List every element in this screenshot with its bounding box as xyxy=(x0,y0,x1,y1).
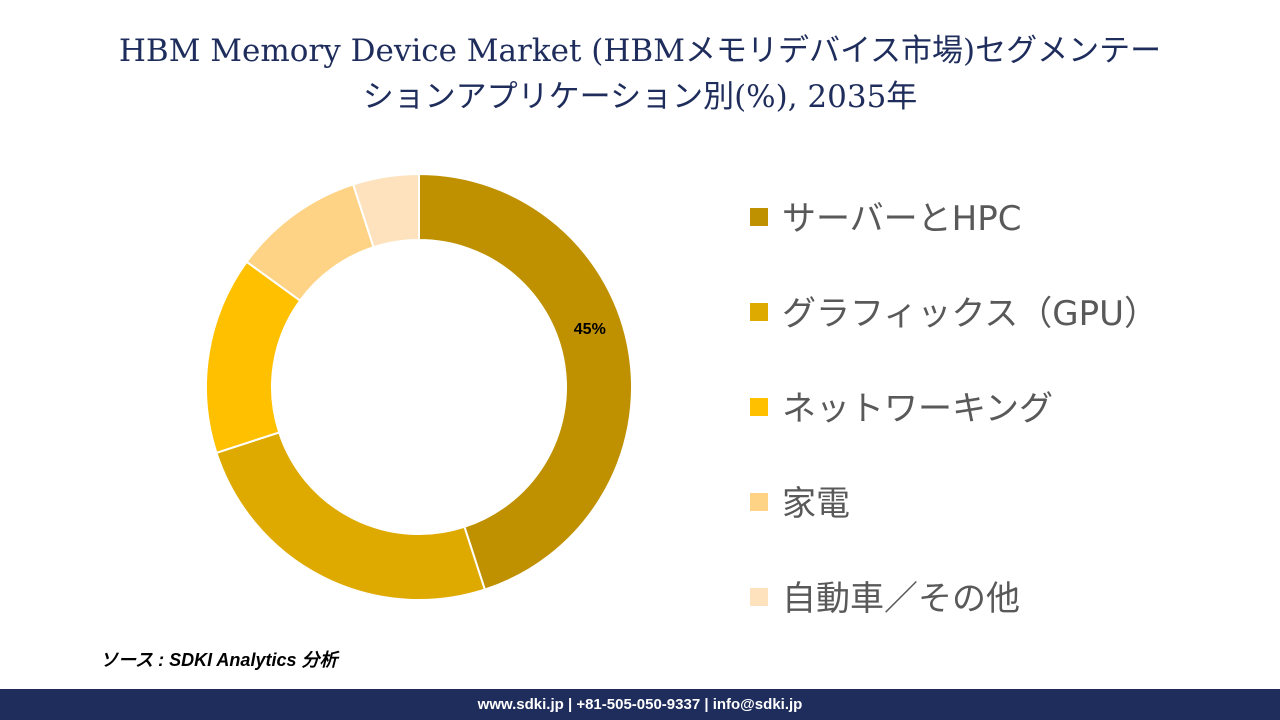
footer-contact-bar: www.sdki.jp | +81-505-050-9337 | info@sd… xyxy=(0,689,1280,720)
donut-slice-5 xyxy=(351,172,420,249)
donut-data-label-1: 45% xyxy=(574,321,606,338)
donut-slice-1 xyxy=(418,172,633,591)
chart-title-line-1: HBM Memory Device Market (HBMメモリデバイス市場)セ… xyxy=(118,33,1162,69)
chart-legend: サーバーとHPC グラフィックス（GPU） ネットワーキング 家電自動車／その他 xyxy=(750,168,1270,643)
source-note: ソース : SDKI Analytics 分析 xyxy=(100,650,338,670)
legend-label: グラフィックス（GPU） xyxy=(782,294,1159,334)
legend-item-5: 自動車／その他 xyxy=(750,548,1270,643)
legend-swatch xyxy=(750,492,768,511)
legend-label: サーバーとHPC xyxy=(782,199,1022,239)
legend-swatch xyxy=(750,302,768,321)
chart-title-line-2: ションアプリケーション別(%), 2035年 xyxy=(362,79,918,115)
chart-title: HBM Memory Device Market (HBMメモリデバイス市場)セ… xyxy=(30,28,1250,120)
donut-slice-2 xyxy=(215,431,487,601)
legend-item-1: サーバーとHPC xyxy=(750,168,1270,263)
legend-swatch xyxy=(750,397,768,416)
donut-chart: 45% xyxy=(205,172,633,601)
legend-swatch xyxy=(750,587,768,606)
legend-swatch xyxy=(750,207,768,226)
legend-item-4: 家電 xyxy=(750,453,1270,548)
legend-label: ネットワーキング xyxy=(782,389,1053,429)
legend-label: 家電 xyxy=(782,484,850,524)
legend-item-2: グラフィックス（GPU） xyxy=(750,263,1270,358)
legend-item-3: ネットワーキング xyxy=(750,358,1270,453)
legend-label: 自動車／その他 xyxy=(782,579,1020,619)
